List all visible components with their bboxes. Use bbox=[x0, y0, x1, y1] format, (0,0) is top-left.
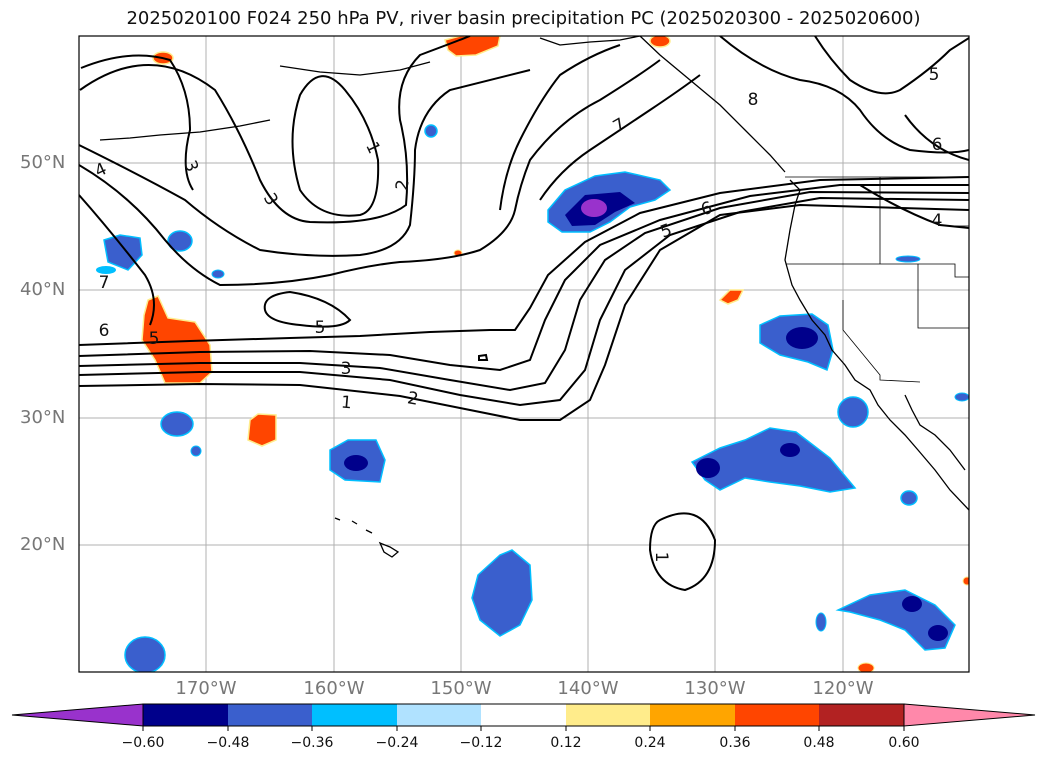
precip-patch bbox=[780, 443, 800, 457]
precip-patch bbox=[902, 596, 922, 612]
contour-label: 8 bbox=[748, 90, 759, 110]
precip-patch bbox=[141, 295, 213, 384]
lon-label-130w: 130°W bbox=[684, 678, 746, 699]
pv-contours bbox=[79, 36, 969, 592]
precip-patch bbox=[96, 266, 116, 274]
precip-patch bbox=[160, 411, 194, 437]
precip-patch bbox=[815, 612, 827, 632]
colorbar-tick-label: −0.60 bbox=[121, 735, 165, 751]
colorbar-tick-label: 0.60 bbox=[888, 735, 920, 751]
lat-label-40n: 40°N bbox=[20, 279, 66, 300]
colorbar-tick-label: −0.24 bbox=[375, 735, 419, 751]
contour-label: 5 bbox=[929, 65, 940, 85]
precip-patch bbox=[649, 36, 671, 48]
contour-label: 7 bbox=[99, 273, 110, 293]
precip-patch bbox=[247, 413, 277, 447]
precip-patch bbox=[471, 549, 533, 637]
colorbar-tick-label: 0.36 bbox=[719, 735, 751, 751]
colorbar-bin bbox=[650, 704, 735, 726]
contour-label: 5 bbox=[149, 329, 160, 349]
colorbar-bin bbox=[312, 704, 397, 726]
plot-title: 2025020100 F024 250 hPa PV, river basin … bbox=[126, 8, 921, 29]
lat-label-20n: 20°N bbox=[20, 534, 66, 555]
colorbar-bin bbox=[819, 704, 904, 726]
precip-patch bbox=[124, 636, 166, 672]
precip-patch bbox=[211, 269, 225, 279]
colorbar-bin bbox=[228, 704, 312, 726]
precip-patch bbox=[690, 427, 857, 493]
contour-label: 2 bbox=[406, 388, 420, 410]
precip-patch bbox=[962, 576, 969, 586]
precip-patch bbox=[718, 289, 745, 305]
lon-label-160w: 160°W bbox=[303, 678, 365, 699]
colorbar-extend-high bbox=[903, 703, 1036, 727]
precip-patch bbox=[786, 327, 818, 349]
precip-patch bbox=[581, 199, 607, 217]
contour-label: 6 bbox=[932, 135, 943, 155]
colorbar-extend-low bbox=[11, 703, 144, 727]
contour-label: 5 bbox=[315, 318, 326, 338]
contour-label: 1 bbox=[651, 552, 671, 563]
colorbar-bin bbox=[735, 704, 819, 726]
colorbar-tick-label: −0.48 bbox=[206, 735, 250, 751]
colorbar-tick-label: 0.48 bbox=[803, 735, 835, 751]
contour-label: 6 bbox=[699, 198, 715, 220]
lat-label-30n: 30°N bbox=[20, 407, 66, 428]
colorbar-bin bbox=[481, 704, 566, 726]
lon-label-140w: 140°W bbox=[557, 678, 619, 699]
colorbar-tick-label: −0.36 bbox=[290, 735, 334, 751]
coastlines bbox=[99, 36, 969, 558]
precip-patch bbox=[954, 392, 969, 402]
precip-pc-patches bbox=[96, 36, 969, 672]
precip-patch bbox=[696, 458, 720, 478]
precip-patch bbox=[837, 396, 869, 428]
lon-label-120w: 120°W bbox=[812, 678, 874, 699]
lon-label-150w: 150°W bbox=[430, 678, 492, 699]
colorbar-bin bbox=[397, 704, 481, 726]
precip-patch bbox=[103, 234, 143, 271]
lon-label-170w: 170°W bbox=[175, 678, 237, 699]
colorbar-bin bbox=[143, 704, 228, 726]
precip-patch bbox=[857, 662, 875, 672]
colorbar-tick-label: −0.12 bbox=[459, 735, 503, 751]
precip-patch bbox=[900, 490, 918, 506]
map-frame bbox=[78, 35, 970, 673]
graticule bbox=[79, 36, 969, 672]
precip-patch bbox=[344, 455, 368, 471]
contour-label: 3 bbox=[341, 359, 352, 379]
precip-patch bbox=[928, 625, 948, 641]
precip-patch bbox=[424, 124, 438, 138]
colorbar-tick-label: 0.24 bbox=[634, 735, 666, 751]
precip-patch bbox=[895, 255, 921, 263]
contour-label: 2 bbox=[392, 178, 414, 192]
contour-label: 1 bbox=[340, 393, 353, 414]
contour-label: 4 bbox=[932, 211, 943, 231]
contour-label: 6 bbox=[99, 321, 110, 341]
precip-patch bbox=[167, 230, 193, 252]
colorbar bbox=[11, 703, 1036, 731]
borders bbox=[785, 176, 969, 383]
colorbar-bin bbox=[566, 704, 650, 726]
precip-patch bbox=[835, 589, 956, 651]
colorbar-tick-label: 0.12 bbox=[550, 735, 582, 751]
precip-patch bbox=[190, 445, 202, 457]
lat-label-50n: 50°N bbox=[20, 152, 66, 173]
